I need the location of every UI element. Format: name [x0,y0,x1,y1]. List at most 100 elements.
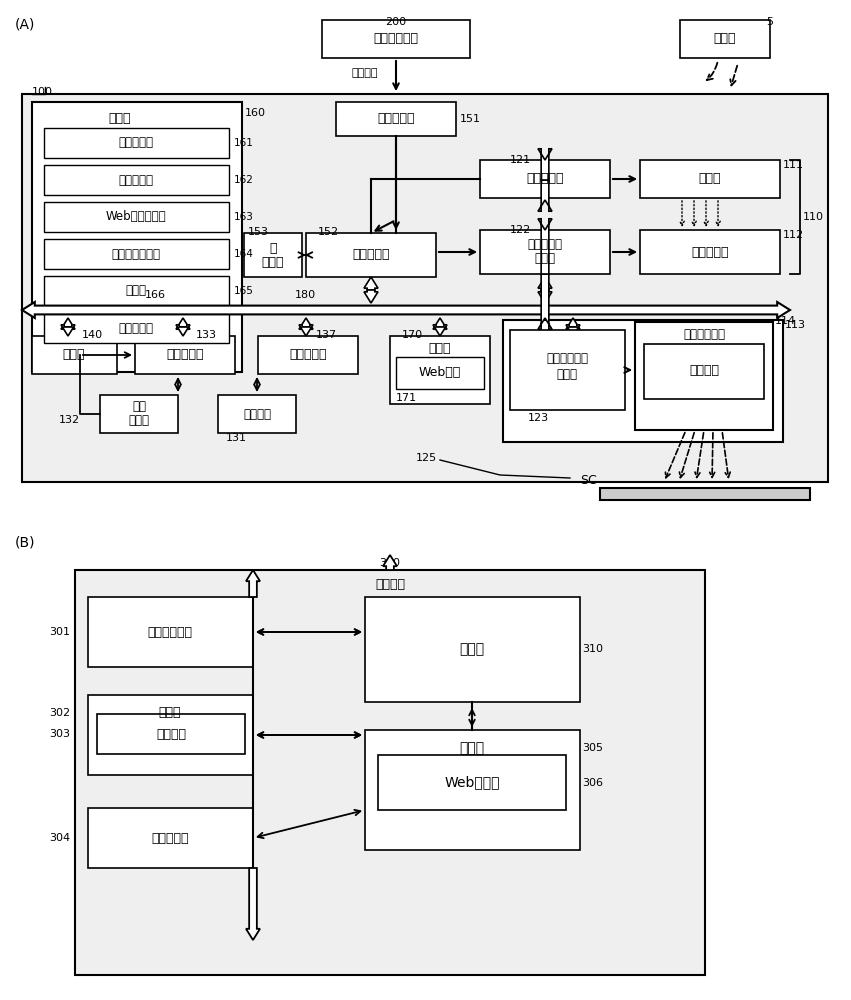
Polygon shape [246,570,260,597]
Text: 投射光学系统: 投射光学系统 [546,352,588,364]
Text: 拍摄控制部: 拍摄控制部 [118,174,153,186]
Polygon shape [433,325,447,336]
Text: (B): (B) [15,535,36,549]
Text: 光调制装置: 光调制装置 [528,237,563,250]
Text: 306: 306 [582,778,603,788]
Text: 图像处理部: 图像处理部 [352,248,390,261]
Text: 图像信号: 图像信号 [352,68,379,78]
Text: Web服务: Web服务 [419,366,461,379]
Bar [22,94,828,482]
Polygon shape [246,868,260,940]
Text: 帧: 帧 [269,241,277,254]
Bar [218,395,296,433]
Text: 会话管理部: 会话管理部 [118,322,153,334]
Bar [365,730,580,850]
Bar [640,160,780,198]
Text: 114: 114 [775,316,797,326]
Bar [44,202,229,232]
Text: 300: 300 [380,558,401,568]
Text: 图像输入部: 图像输入部 [377,112,414,125]
Polygon shape [22,302,790,318]
Text: 投射光学系统: 投射光学系统 [683,328,725,342]
Text: 160: 160 [245,108,266,118]
Text: 111: 111 [783,160,804,170]
Text: 170: 170 [402,330,423,340]
Bar [75,570,705,975]
Bar [480,230,610,274]
Text: 301: 301 [49,627,70,637]
Text: 驱动部: 驱动部 [557,367,578,380]
Polygon shape [433,318,447,329]
Bar [135,336,235,374]
Text: 受光部: 受光部 [129,414,150,426]
Text: 123: 123 [528,413,549,423]
Bar [44,239,229,269]
Bar [44,165,229,195]
Polygon shape [538,274,552,329]
Text: 存储部: 存储部 [429,342,451,355]
Text: 操作输入部: 操作输入部 [151,832,189,844]
Bar [635,322,773,430]
Text: 132: 132 [59,415,80,425]
Bar [44,128,229,158]
Text: 162: 162 [234,175,254,185]
Polygon shape [566,325,580,336]
Bar [244,233,302,277]
Text: 121: 121 [510,155,531,165]
Text: 200: 200 [386,17,407,27]
Text: 图像供给装置: 图像供给装置 [374,32,419,45]
Text: 161: 161 [234,138,254,148]
Bar [322,20,470,58]
Text: 驱动部: 驱动部 [534,251,556,264]
Text: 100: 100 [32,87,53,97]
Text: 166: 166 [145,290,165,300]
Text: 113: 113 [785,320,806,330]
Text: 投射控制部: 投射控制部 [118,136,153,149]
Polygon shape [538,277,552,290]
Text: 153: 153 [248,227,269,237]
Text: 163: 163 [234,212,254,222]
Text: 302: 302 [49,708,70,718]
Text: 显示面板: 显示面板 [156,728,186,740]
Text: 投射镜头: 投射镜头 [689,364,719,377]
Polygon shape [538,149,552,180]
Text: 操作面板: 操作面板 [243,408,271,420]
Polygon shape [61,325,75,336]
Polygon shape [538,290,552,303]
Text: 控制部: 控制部 [460,642,484,656]
Text: 光源驱动部: 光源驱动部 [526,172,563,186]
Text: SC: SC [580,474,597,487]
Text: 合成图像生成部: 合成图像生成部 [111,247,161,260]
Polygon shape [176,318,190,329]
Bar [32,336,117,374]
Text: 165: 165 [234,286,254,296]
Text: 122: 122 [510,225,531,235]
Polygon shape [538,219,552,274]
Polygon shape [383,555,397,570]
Text: Web浏览器: Web浏览器 [444,775,500,789]
Polygon shape [566,318,580,329]
Text: 152: 152 [318,227,340,237]
Bar [680,20,770,58]
Polygon shape [176,325,190,336]
Bar [88,808,253,868]
Text: 终端装置: 终端装置 [375,578,405,591]
Text: Web服务执行部: Web服务执行部 [106,211,166,224]
Polygon shape [364,277,378,290]
Bar [480,160,610,198]
Polygon shape [61,318,75,329]
Bar [644,344,764,399]
Bar [97,714,245,754]
Text: 光调制装置: 光调制装置 [691,245,728,258]
Bar [306,233,436,277]
Text: 171: 171 [396,393,417,403]
Text: 137: 137 [316,330,337,340]
Bar [600,488,810,500]
Bar [100,395,178,433]
Text: 140: 140 [82,330,103,340]
Bar [336,102,456,136]
Text: 125: 125 [416,453,437,463]
Text: 305: 305 [582,743,603,753]
Text: 164: 164 [234,249,254,259]
Bar [44,276,229,306]
